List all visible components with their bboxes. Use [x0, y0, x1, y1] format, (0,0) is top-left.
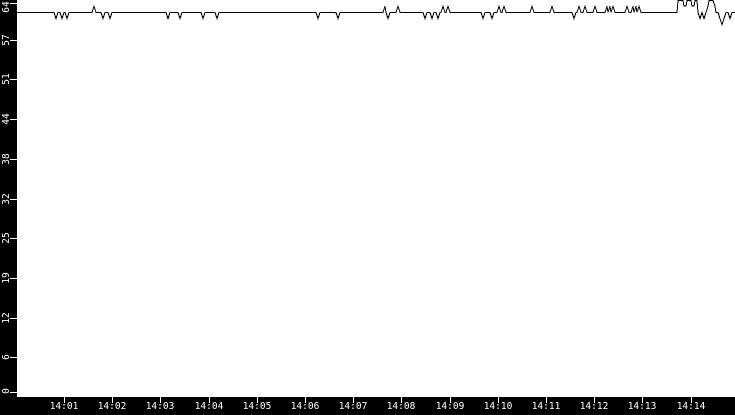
y-tick: [10, 199, 17, 200]
x-tick: [112, 397, 113, 403]
x-tick-label: 14:04: [194, 401, 224, 412]
x-tick-label: 14:10: [483, 401, 513, 412]
x-tick-label: 14:03: [145, 401, 175, 412]
x-tick-label: 14:09: [435, 401, 465, 412]
x-tick: [691, 397, 692, 403]
x-tick-label: 14:06: [290, 401, 320, 412]
x-tick: [305, 397, 306, 403]
x-tick: [64, 397, 65, 403]
x-tick-label: 14:05: [242, 401, 272, 412]
x-tick-label: 14:11: [531, 401, 561, 412]
y-tick: [10, 119, 17, 120]
x-tick-label: 14:02: [97, 401, 127, 412]
chart-plot-area: [16, 0, 735, 27]
y-tick-label: 57: [1, 34, 12, 46]
y-tick-label: 38: [1, 153, 12, 165]
y-tick: [10, 392, 17, 393]
y-tick-label: 25: [1, 232, 12, 244]
y-tick-label: 19: [1, 272, 12, 284]
y-tick: [10, 357, 17, 358]
y-tick: [10, 278, 17, 279]
y-tick: [10, 238, 17, 239]
y-tick-label: 32: [1, 193, 12, 205]
y-tick: [10, 79, 17, 80]
x-tick-label: 14:12: [579, 401, 609, 412]
x-tick: [498, 397, 499, 403]
x-tick-label: 14:01: [49, 401, 79, 412]
data-line: [16, 0, 735, 27]
x-tick: [160, 397, 161, 403]
x-tick-label: 14:08: [386, 401, 416, 412]
y-tick-label: 51: [1, 73, 12, 85]
x-tick: [642, 397, 643, 403]
y-tick-label: 12: [1, 312, 12, 324]
x-tick-label: 14:07: [338, 401, 368, 412]
y-tick-label: 0: [1, 388, 12, 394]
y-tick-label: 44: [1, 113, 12, 125]
x-tick-label: 14:13: [627, 401, 657, 412]
y-tick: [10, 3, 17, 4]
x-tick: [353, 397, 354, 403]
y-tick-label: 64: [1, 1, 12, 13]
x-tick: [546, 397, 547, 403]
x-tick-label: 14:14: [676, 401, 706, 412]
x-tick: [594, 397, 595, 403]
y-tick: [10, 159, 17, 160]
y-tick: [10, 40, 17, 41]
x-tick: [401, 397, 402, 403]
x-tick: [257, 397, 258, 403]
x-axis-bar: 14:01 14:02 14:03 14:04 14:05 14:06 14:07 14:08…: [0, 397, 735, 415]
y-axis-bar: 64 57 51 44 38 32 25 19 12 6 0: [0, 0, 17, 415]
y-tick-label: 6: [1, 354, 12, 360]
y-tick: [10, 318, 17, 319]
x-tick: [450, 397, 451, 403]
x-tick: [209, 397, 210, 403]
